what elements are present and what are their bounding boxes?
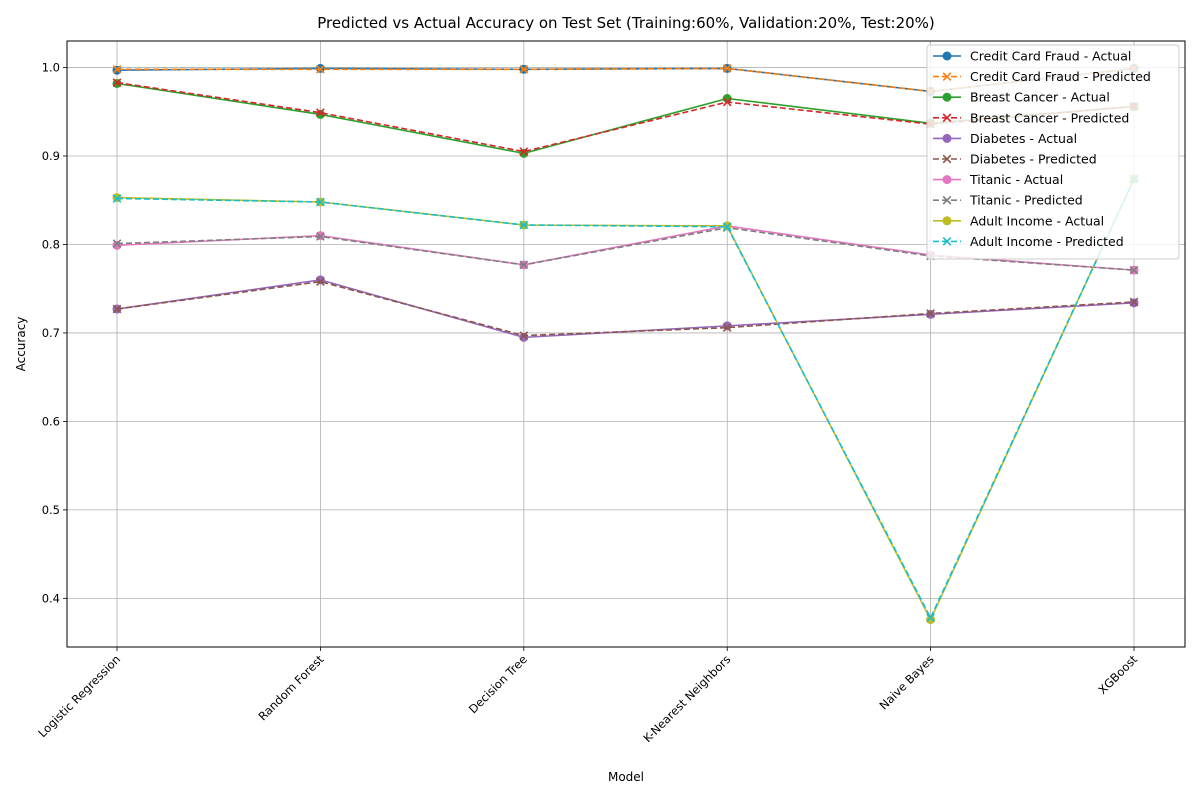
- legend-entry: Diabetes - Actual: [933, 131, 1077, 146]
- y-tick-label: 0.6: [42, 414, 60, 428]
- data-point: [519, 260, 529, 270]
- series-line: [116, 280, 1135, 337]
- legend-entry: Adult Income - Predicted: [933, 234, 1124, 249]
- series-5: [112, 277, 1139, 340]
- data-point: [1129, 265, 1139, 275]
- data-point: [112, 304, 122, 314]
- legend-label: Credit Card Fraud - Actual: [970, 49, 1131, 64]
- legend-marker: [942, 92, 952, 102]
- series-layer: [112, 63, 1139, 625]
- data-point: [926, 613, 935, 623]
- x-axis-label: Model: [608, 770, 644, 784]
- data-point: [722, 323, 732, 332]
- legend-entry: Adult Income - Actual: [933, 213, 1104, 228]
- data-point: [519, 64, 529, 74]
- y-axis: 0.4 0.5 0.6 0.7 0.8 0.9 1.0: [42, 61, 67, 605]
- data-point: [316, 108, 325, 118]
- legend: Credit Card Fraud - Actual Credit Card Fr…: [926, 44, 1180, 260]
- data-point: [926, 309, 935, 318]
- grid: [67, 41, 1185, 647]
- legend-marker: [942, 175, 952, 185]
- y-axis-label: Accuracy: [14, 317, 28, 372]
- data-point: [722, 222, 732, 232]
- legend-box: [926, 44, 1180, 260]
- legend-entry: Diabetes - Predicted: [933, 152, 1097, 167]
- series-line: [116, 178, 1135, 619]
- legend-entry: Breast Cancer - Actual: [933, 90, 1110, 105]
- legend-label: Adult Income - Actual: [970, 213, 1104, 228]
- y-tick-label: 0.4: [42, 591, 60, 605]
- y-tick-label: 1.0: [42, 61, 60, 75]
- legend-entry: Breast Cancer - Predicted: [933, 110, 1129, 125]
- data-point: [722, 64, 732, 73]
- legend-entry: Credit Card Fraud - Actual: [933, 49, 1131, 64]
- legend-marker: [942, 195, 952, 205]
- legend-marker: [942, 133, 952, 143]
- data-point: [112, 64, 122, 74]
- data-point: [316, 197, 325, 207]
- data-point: [1129, 297, 1139, 307]
- y-tick-label: 0.5: [42, 503, 60, 517]
- data-point: [112, 194, 122, 203]
- legend-label: Credit Card Fraud - Predicted: [970, 69, 1151, 84]
- plot-frame: [66, 40, 1186, 648]
- legend-marker: [942, 216, 952, 226]
- legend-entry: Credit Card Fraud - Predicted: [933, 69, 1151, 84]
- data-point: [112, 239, 122, 248]
- chart-title: Predicted vs Actual Accuracy on Test Set…: [317, 14, 935, 32]
- legend-label: Breast Cancer - Actual: [970, 90, 1110, 105]
- y-tick-label: 0.9: [42, 149, 60, 163]
- data-point: [519, 331, 529, 340]
- legend-entry: Titanic - Actual: [933, 172, 1063, 187]
- legend-label: Adult Income - Predicted: [970, 234, 1124, 249]
- data-point: [926, 615, 936, 625]
- legend-marker: [942, 237, 952, 246]
- legend-label: Diabetes - Predicted: [970, 152, 1097, 167]
- data-point: [722, 97, 732, 107]
- legend-entry: Titanic - Predicted: [933, 193, 1083, 208]
- legend-marker: [942, 72, 952, 81]
- legend-marker: [942, 51, 952, 61]
- data-point: [316, 232, 325, 241]
- y-tick-label: 0.7: [42, 326, 60, 340]
- data-point: [112, 78, 122, 87]
- legend-label: Diabetes - Actual: [970, 131, 1077, 146]
- data-point: [316, 277, 325, 286]
- series-9: [112, 174, 1139, 623]
- legend-marker: [942, 113, 952, 123]
- legend-label: Breast Cancer - Predicted: [970, 110, 1129, 125]
- y-tick-label: 0.8: [42, 237, 60, 251]
- data-point: [316, 64, 325, 74]
- legend-label: Titanic - Actual: [969, 172, 1063, 187]
- data-point: [519, 147, 529, 156]
- legend-label: Titanic - Predicted: [969, 193, 1083, 208]
- data-point: [519, 220, 529, 230]
- legend-marker: [942, 154, 952, 164]
